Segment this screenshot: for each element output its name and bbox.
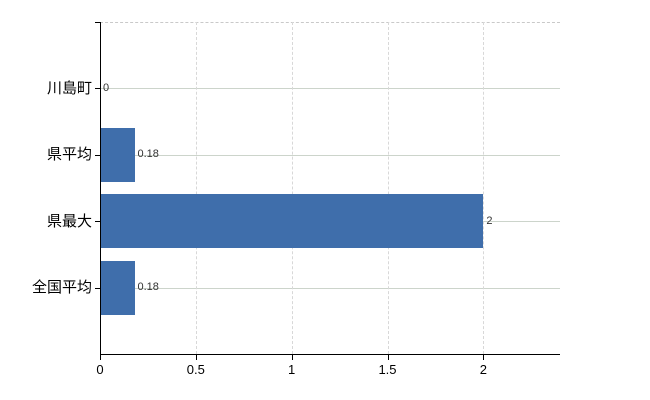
x-axis-tick: [483, 355, 485, 360]
x-axis-tick: [387, 355, 389, 360]
plot-top-border: [100, 22, 560, 23]
y-axis-tick: [95, 221, 100, 223]
y-axis-tick: [95, 22, 100, 23]
y-axis-tick: [95, 88, 100, 90]
x-tick-label: 1.5: [378, 362, 397, 377]
x-axis-line: [100, 354, 560, 355]
x-tick-label: 0.5: [186, 362, 205, 377]
grid-line-h: [100, 154, 560, 156]
bar[interactable]: [100, 127, 135, 182]
x-axis-tick: [100, 355, 101, 360]
grid-line-h: [100, 287, 560, 289]
grid-line-h: [100, 88, 560, 90]
category-label: 全国平均: [31, 279, 92, 297]
x-tick-label: 0: [96, 362, 104, 377]
bar-value-label: 0.18: [137, 148, 159, 161]
category-label: 県平均: [46, 146, 92, 164]
category-label: 県最大: [46, 212, 92, 230]
bar-value-label: 2: [486, 214, 493, 227]
y-axis-tick: [95, 287, 100, 289]
grid-line-v: [195, 22, 197, 354]
grid-line-v: [483, 22, 485, 354]
grid-line-v: [291, 22, 293, 354]
y-axis-line: [100, 22, 101, 354]
x-tick-label: 1: [288, 362, 296, 377]
bar[interactable]: [100, 194, 484, 249]
y-axis-tick: [95, 154, 100, 156]
x-tick-label: 2: [479, 362, 487, 377]
grid-line-v: [387, 22, 389, 354]
bar-value-label: 0: [103, 81, 110, 94]
category-label: 川島町: [46, 79, 92, 97]
bar-value-label: 0.18: [137, 281, 159, 294]
x-axis-tick: [291, 355, 293, 360]
x-axis-tick: [195, 355, 197, 360]
bar[interactable]: [100, 260, 135, 315]
